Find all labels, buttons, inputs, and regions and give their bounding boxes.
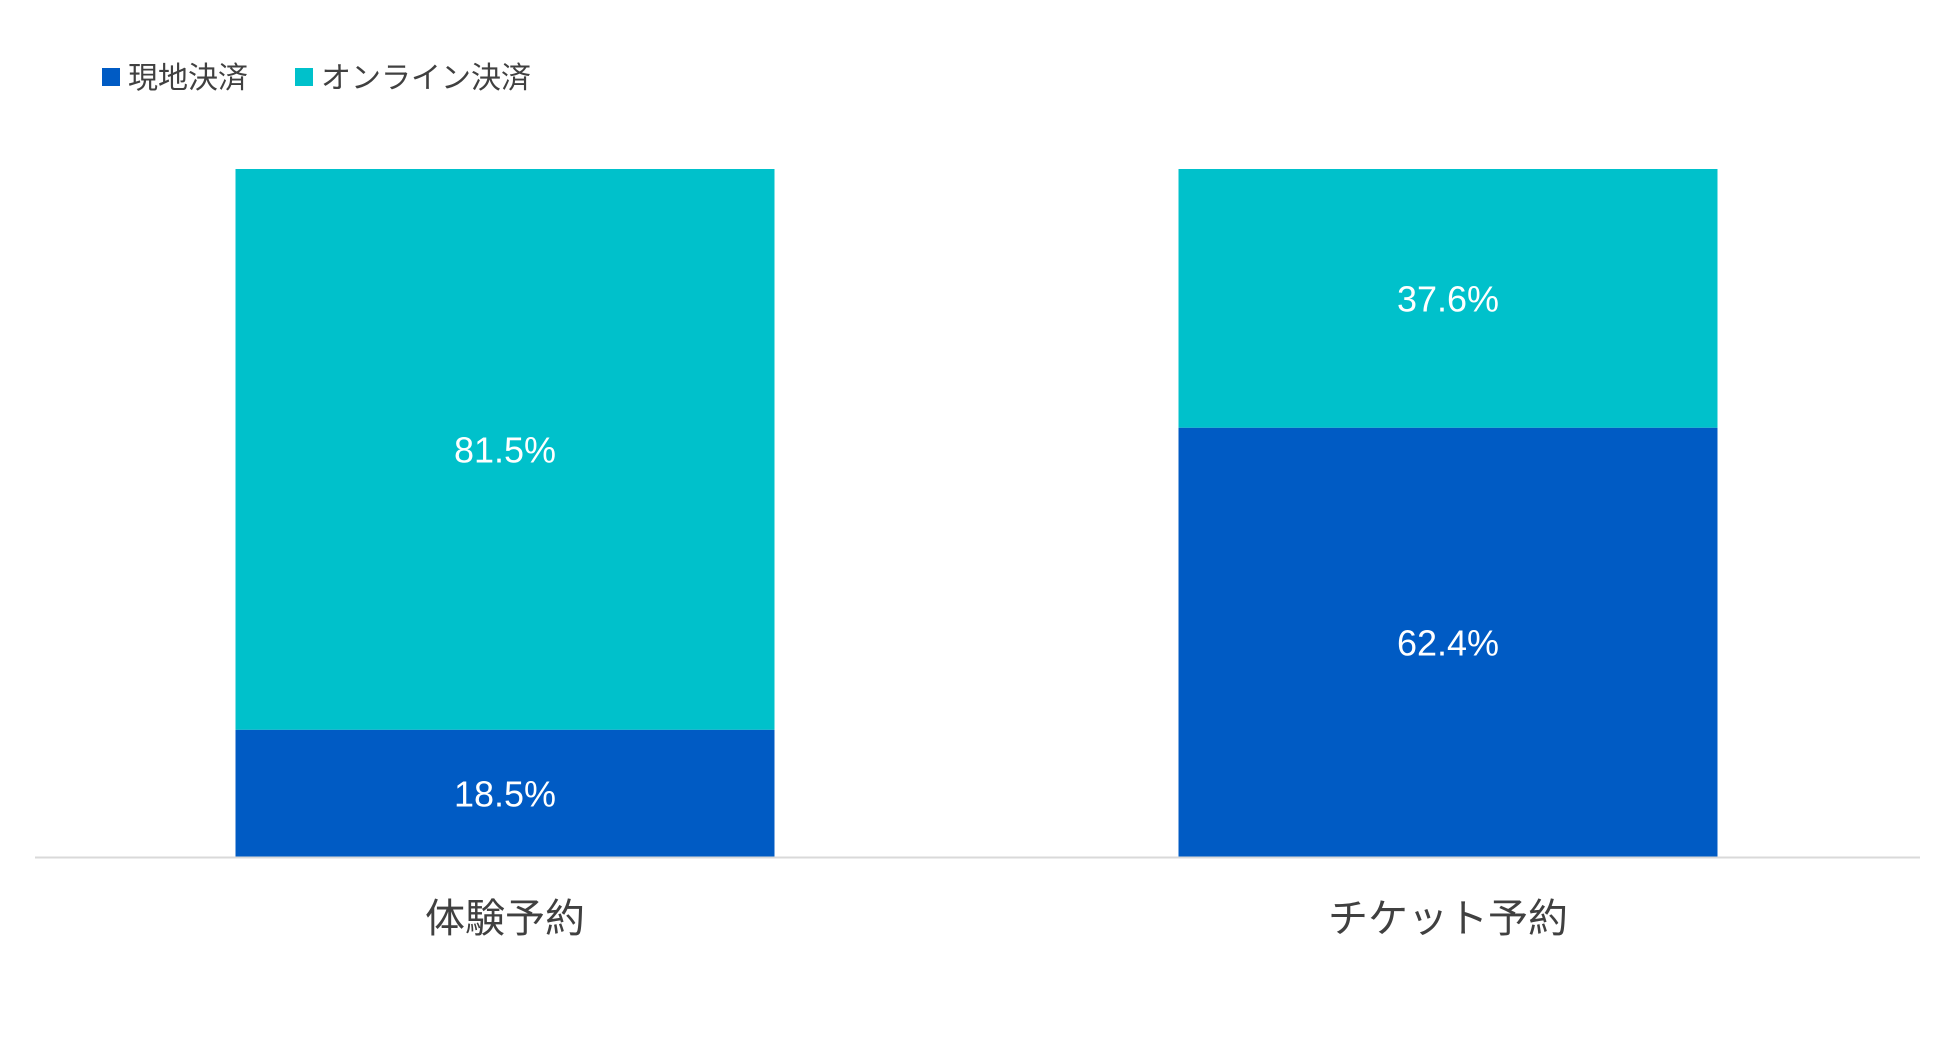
bar-segment-0-1 (235, 169, 775, 730)
legend-swatch-series-0 (102, 68, 120, 86)
legend-swatch-series-1 (295, 68, 313, 86)
legend-label-series-0: 現地決済 (128, 61, 248, 96)
category-axis: 体験予約 チケット予約 (425, 896, 1568, 942)
category-label-1: チケット予約 (1328, 896, 1568, 942)
bar-segment-1-0 (1178, 427, 1718, 857)
bars-layer (235, 169, 1718, 857)
data-label-0-0: 18.5% (454, 773, 556, 814)
data-label-0-1: 81.5% (454, 429, 556, 470)
data-label-1-1: 37.6% (1397, 278, 1499, 319)
bar-segment-0-0 (235, 729, 775, 857)
data-labels-layer: 18.5% 81.5% 62.4% 37.6% (454, 278, 1499, 814)
bar-segment-1-1 (1178, 169, 1718, 428)
legend-label-series-1: オンライン決済 (321, 61, 531, 96)
data-label-1-0: 62.4% (1397, 622, 1499, 663)
legend: 現地決済 オンライン決済 (102, 61, 531, 96)
category-label-0: 体験予約 (425, 896, 585, 942)
